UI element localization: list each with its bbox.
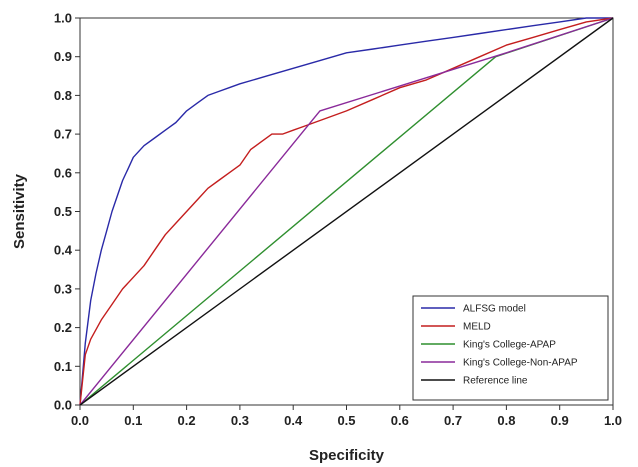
x-tick-label: 0.0 (71, 413, 89, 428)
series-line-meld (79, 17, 614, 406)
y-tick-label: 0.1 (54, 359, 72, 374)
x-tick-label: 0.4 (284, 413, 303, 428)
x-tick-label: 0.2 (178, 413, 196, 428)
y-axis-title: Sensitivity (11, 173, 28, 249)
legend-label: King's College-APAP (463, 340, 556, 351)
y-tick-label: 0.9 (54, 49, 72, 64)
y-tick-label: 0.4 (54, 243, 73, 258)
x-tick-label: 0.1 (124, 413, 142, 428)
legend-label: MELD (463, 322, 491, 333)
series-line-king-s-college-non-apap (79, 17, 614, 406)
x-tick-label: 1.0 (604, 413, 622, 428)
y-tick-label: 0.0 (54, 398, 72, 413)
legend-box (412, 295, 609, 401)
x-tick-label: 0.3 (231, 413, 249, 428)
y-tick-label: 0.2 (54, 320, 72, 335)
x-tick-label: 0.7 (444, 413, 462, 428)
y-tick-label: 1.0 (54, 11, 72, 26)
y-tick-label: 0.6 (54, 165, 72, 180)
x-tick-label: 0.8 (497, 413, 515, 428)
y-tick-label: 0.7 (54, 127, 72, 142)
y-tick-label: 0.8 (54, 88, 72, 103)
series-line-alfsg-model (79, 17, 613, 406)
x-tick-label: 0.6 (391, 413, 409, 428)
series-layer (79, 17, 614, 406)
x-axis-ticks: 0.0 0.1 0.2 0.3 0.4 0.5 0.6 0.7 0.8 0.9 1.0 (71, 405, 622, 428)
series-line-reference-line (79, 17, 614, 406)
x-tick-label: 0.5 (337, 413, 355, 428)
legend-label: ALFSG model (463, 304, 526, 315)
legend-label: King's College-Non-APAP (463, 358, 578, 369)
y-axis-ticks: 0.0 0.1 0.2 0.3 0.4 0.5 0.6 0.7 0.8 0.9 1.0 (54, 11, 80, 413)
x-axis-title: Specificity (309, 447, 385, 464)
legend: ALFSG model MELD King's College-APAP King's… (412, 295, 609, 401)
y-tick-label: 0.3 (54, 281, 72, 296)
x-tick-label: 0.9 (551, 413, 569, 428)
y-tick-label: 0.5 (54, 204, 72, 219)
legend-label: Reference line (463, 376, 528, 387)
